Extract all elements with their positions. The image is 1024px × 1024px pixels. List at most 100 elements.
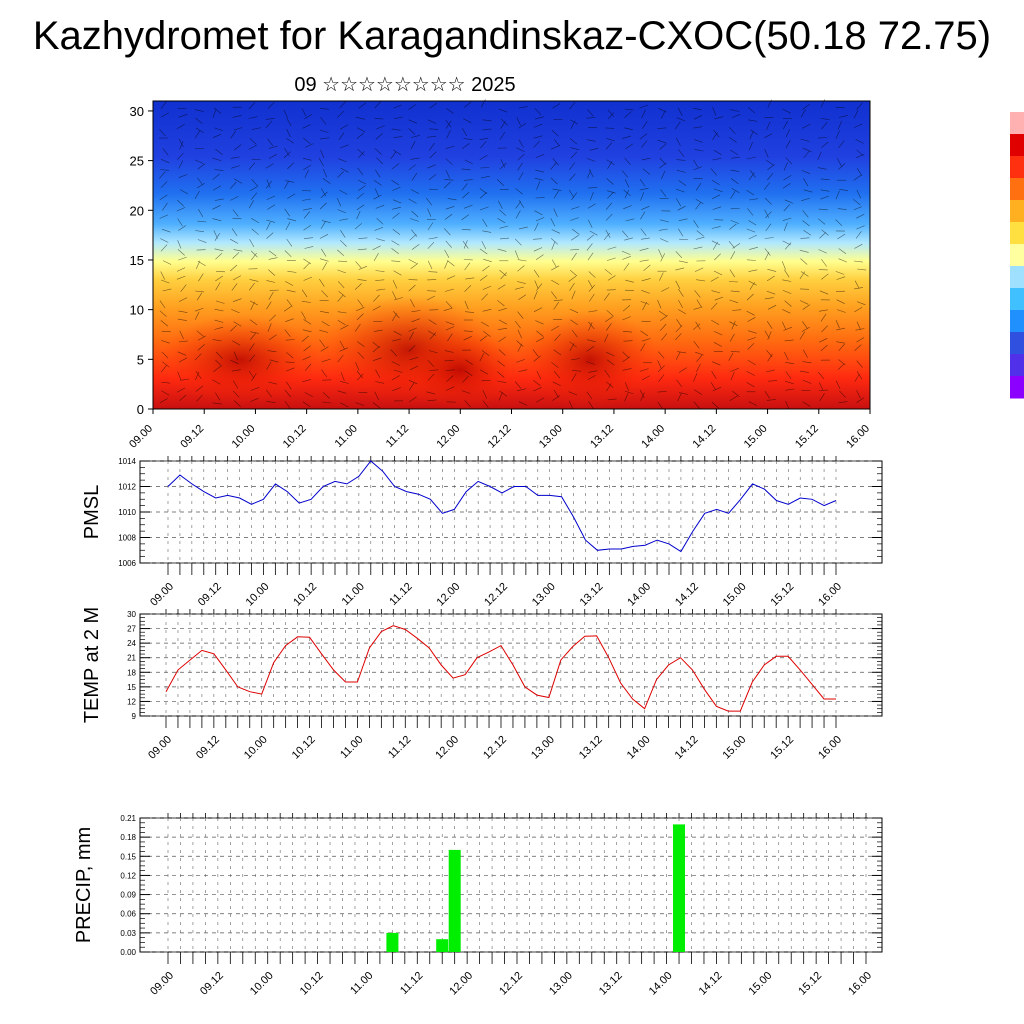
wind-barb bbox=[444, 213, 453, 220]
wind-barb bbox=[427, 135, 437, 138]
wind-barb bbox=[376, 288, 386, 291]
x-tick-label: 12.00 bbox=[434, 581, 462, 609]
wind-barb bbox=[268, 269, 276, 276]
wind-barb bbox=[337, 319, 346, 326]
wind-barb bbox=[624, 392, 629, 402]
wind-barb bbox=[639, 368, 649, 372]
wind-barb bbox=[179, 394, 187, 402]
wind-barb bbox=[675, 280, 681, 289]
wind-barb bbox=[214, 169, 224, 171]
y-axis-label: TEMP at 2 M bbox=[81, 607, 103, 723]
wind-barb bbox=[319, 108, 329, 110]
wind-barb bbox=[587, 109, 594, 117]
wind-barb bbox=[800, 258, 808, 265]
wind-barb bbox=[232, 217, 242, 220]
wind-barb bbox=[839, 390, 846, 398]
wind-barb bbox=[463, 118, 472, 124]
wind-barb bbox=[213, 107, 222, 114]
wind-barb bbox=[463, 330, 473, 332]
wind-barb bbox=[444, 179, 454, 181]
wind-barb bbox=[711, 361, 721, 366]
x-tick-label: 10.12 bbox=[298, 970, 326, 998]
wind-barb bbox=[445, 326, 455, 331]
wind-barb bbox=[427, 222, 434, 231]
wind-barb bbox=[570, 120, 576, 129]
wind-barb bbox=[550, 238, 559, 245]
wind-barb bbox=[303, 319, 312, 325]
wind-barb bbox=[696, 299, 702, 308]
wind-barb bbox=[496, 179, 505, 186]
wind-barb bbox=[302, 329, 312, 333]
wind-barb bbox=[409, 357, 419, 361]
wind-barb bbox=[251, 127, 261, 130]
wind-barb bbox=[354, 283, 362, 290]
wind-barb bbox=[838, 140, 845, 148]
wind-barb bbox=[785, 157, 793, 165]
wind-barb bbox=[552, 188, 562, 191]
wind-barb bbox=[607, 191, 614, 199]
wind-barb bbox=[657, 360, 662, 369]
wind-barb bbox=[355, 116, 365, 120]
wind-barb bbox=[212, 133, 222, 138]
wind-barb bbox=[194, 159, 204, 164]
wind-barb bbox=[785, 400, 790, 410]
wind-barbs bbox=[159, 99, 867, 410]
wind-barb bbox=[354, 323, 361, 332]
wind-barb bbox=[532, 349, 539, 357]
wind-barb bbox=[819, 393, 825, 402]
wind-barb bbox=[784, 339, 794, 342]
wind-barb bbox=[176, 207, 186, 212]
wind-barb bbox=[268, 291, 274, 300]
x-tick-label: 09.00 bbox=[146, 734, 174, 762]
x-tick-label: 15.12 bbox=[796, 970, 824, 998]
x-tick-label: 15.12 bbox=[768, 734, 796, 762]
wind-barb bbox=[748, 280, 757, 286]
wind-barb bbox=[607, 190, 616, 194]
wind-barb bbox=[675, 267, 685, 271]
wind-barb bbox=[283, 151, 291, 159]
wind-barb bbox=[746, 189, 755, 196]
wind-barb bbox=[197, 344, 205, 351]
wind-barb bbox=[178, 160, 184, 169]
wind-barb bbox=[214, 127, 223, 131]
wind-barb bbox=[818, 218, 826, 225]
wind-barb bbox=[267, 138, 274, 147]
wind-barb bbox=[232, 340, 241, 346]
x-tick-label: 09.00 bbox=[148, 581, 176, 609]
wind-barb bbox=[801, 170, 811, 174]
wind-barb bbox=[409, 365, 419, 371]
x-tick-label: 13.00 bbox=[547, 970, 575, 998]
wind-barb bbox=[464, 159, 473, 165]
wind-barb bbox=[499, 162, 507, 170]
wind-barb bbox=[661, 170, 666, 180]
wind-barb bbox=[251, 228, 259, 235]
wind-barb bbox=[287, 162, 295, 170]
wind-barb bbox=[604, 369, 611, 378]
x-tick-label: 15.00 bbox=[720, 734, 748, 762]
wind-barb bbox=[338, 132, 345, 141]
wind-barb bbox=[445, 206, 455, 210]
wind-barb bbox=[179, 189, 189, 195]
wind-barb bbox=[194, 311, 200, 320]
wind-barb bbox=[428, 350, 438, 354]
wind-barb bbox=[358, 237, 368, 239]
wind-barb bbox=[160, 271, 165, 280]
wind-barb bbox=[249, 279, 259, 282]
wind-barb bbox=[553, 389, 559, 398]
wind-barb bbox=[337, 354, 344, 363]
wind-barb bbox=[212, 185, 222, 191]
wind-barb bbox=[302, 401, 311, 408]
wind-barb bbox=[623, 263, 630, 271]
x-tick-label: 10.00 bbox=[244, 581, 272, 609]
wind-barb bbox=[446, 275, 456, 280]
wind-barb bbox=[749, 130, 754, 140]
wind-barb bbox=[176, 387, 186, 393]
wind-barb bbox=[856, 360, 863, 368]
wind-barb bbox=[337, 269, 347, 274]
wind-barb bbox=[284, 329, 291, 337]
colorbar-segment bbox=[1010, 332, 1024, 355]
wind-barb bbox=[266, 195, 276, 200]
wind-barb bbox=[517, 153, 525, 161]
wind-barb bbox=[839, 189, 849, 191]
wind-barb bbox=[553, 190, 559, 199]
